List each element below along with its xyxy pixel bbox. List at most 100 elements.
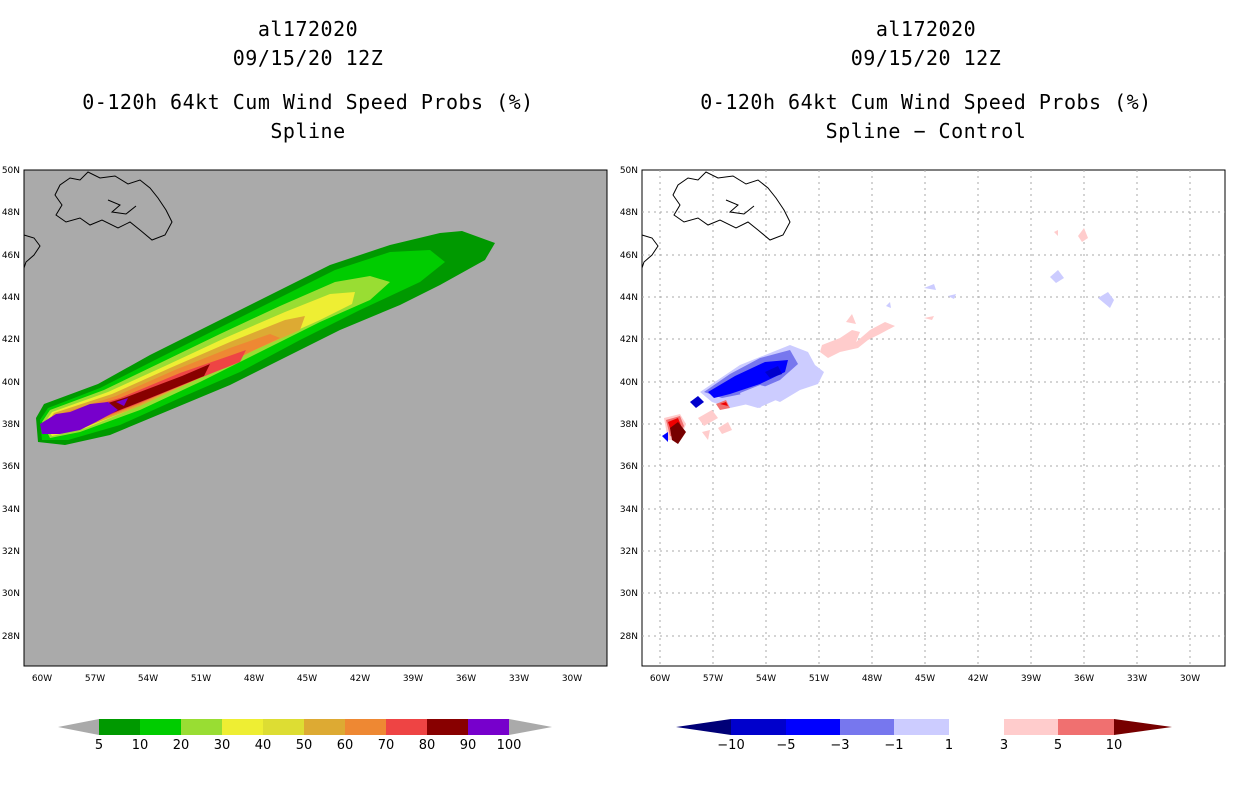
right-colorbar-label: −10 bbox=[717, 738, 744, 753]
left-colorbar-label: 50 bbox=[296, 738, 313, 753]
left-lon-label: 51W bbox=[191, 674, 211, 684]
right-colorbar-label: −5 bbox=[776, 738, 795, 753]
right-difference-field bbox=[662, 228, 1114, 444]
left-colorbar-label: 100 bbox=[497, 738, 522, 753]
right-colorbar-box bbox=[1058, 719, 1114, 735]
right-lat-label: 40N bbox=[620, 378, 638, 388]
left-colorbar: 5 10 20 30 40 50 60 70 80 90 100 bbox=[58, 719, 552, 753]
right-colorbar-start-triangle bbox=[676, 719, 731, 735]
right-lat-label: 36N bbox=[620, 462, 638, 472]
right-lon-label: 42W bbox=[968, 674, 988, 684]
left-colorbar-box bbox=[181, 719, 222, 735]
right-lat-label: 44N bbox=[620, 293, 638, 303]
left-lat-label: 28N bbox=[2, 632, 20, 642]
left-lon-label: 60W bbox=[32, 674, 52, 684]
right-subtitle: Spline − Control bbox=[825, 119, 1027, 143]
right-map-frame bbox=[641, 169, 1226, 667]
left-datetime: 09/15/20 12Z bbox=[232, 46, 384, 70]
right-colorbar-box bbox=[786, 719, 840, 735]
right-lon-label: 45W bbox=[915, 674, 935, 684]
left-colorbar-box bbox=[99, 719, 140, 735]
left-colorbar-box bbox=[263, 719, 304, 735]
left-lon-label: 36W bbox=[456, 674, 476, 684]
right-lon-label: 30W bbox=[1180, 674, 1200, 684]
left-lon-label: 48W bbox=[244, 674, 264, 684]
left-colorbar-end-triangle bbox=[509, 719, 552, 735]
right-colorbar-box bbox=[894, 719, 949, 735]
right-colorbar-label: 3 bbox=[1000, 738, 1008, 753]
left-lat-label: 50N bbox=[2, 166, 20, 176]
left-lon-label: 33W bbox=[509, 674, 529, 684]
right-lon-label: 33W bbox=[1127, 674, 1147, 684]
left-subtitle: Spline bbox=[270, 119, 346, 143]
left-coastlines bbox=[23, 171, 173, 269]
left-colorbar-label: 90 bbox=[460, 738, 477, 753]
right-colorbar: −10 −5 −3 −1 1 3 5 10 bbox=[676, 719, 1172, 753]
left-lat-label: 42N bbox=[2, 335, 20, 345]
left-colorbar-label: 70 bbox=[378, 738, 395, 753]
right-colorbar-end-triangle bbox=[1114, 719, 1172, 735]
left-lon-label: 45W bbox=[297, 674, 317, 684]
right-storm-id: al172020 bbox=[875, 17, 977, 41]
left-lat-label: 40N bbox=[2, 378, 20, 388]
left-lat-label: 38N bbox=[2, 420, 20, 430]
right-datetime: 09/15/20 12Z bbox=[850, 46, 1002, 70]
right-colorbar-label: 10 bbox=[1106, 738, 1123, 753]
right-colorbar-box bbox=[840, 719, 894, 735]
right-lat-label: 46N bbox=[620, 251, 638, 261]
right-lat-label: 42N bbox=[620, 335, 638, 345]
left-lat-label: 30N bbox=[2, 589, 20, 599]
left-colorbar-box bbox=[468, 719, 509, 735]
right-lon-label: 54W bbox=[756, 674, 776, 684]
right-lon-label: 39W bbox=[1021, 674, 1041, 684]
left-lat-label: 48N bbox=[2, 208, 20, 218]
left-colorbar-box bbox=[304, 719, 345, 735]
right-product-title: 0-120h 64kt Cum Wind Speed Probs (%) bbox=[700, 90, 1152, 114]
left-map: 50N 48N 46N 44N 42N 40N 38N 36N 34N 32N … bbox=[2, 166, 608, 684]
left-lat-label: 44N bbox=[2, 293, 20, 303]
right-lat-label: 34N bbox=[620, 505, 638, 515]
left-lon-label: 54W bbox=[138, 674, 158, 684]
right-lon-label: 36W bbox=[1074, 674, 1094, 684]
left-product-title: 0-120h 64kt Cum Wind Speed Probs (%) bbox=[82, 90, 534, 114]
left-colorbar-box bbox=[222, 719, 263, 735]
left-lon-label: 39W bbox=[403, 674, 423, 684]
right-colorbar-label: −1 bbox=[884, 738, 903, 753]
left-colorbar-box bbox=[140, 719, 181, 735]
right-lon-label: 51W bbox=[809, 674, 829, 684]
right-lat-label: 50N bbox=[620, 166, 638, 176]
left-colorbar-box bbox=[386, 719, 427, 735]
left-colorbar-label: 20 bbox=[173, 738, 190, 753]
left-colorbar-box bbox=[345, 719, 386, 735]
left-colorbar-label: 5 bbox=[95, 738, 103, 753]
right-colorbar-label: −3 bbox=[830, 738, 849, 753]
right-lon-label: 60W bbox=[650, 674, 670, 684]
left-colorbar-label: 80 bbox=[419, 738, 436, 753]
right-colorbar-box bbox=[949, 719, 1004, 735]
left-lat-label: 36N bbox=[2, 462, 20, 472]
right-lat-label: 38N bbox=[620, 420, 638, 430]
left-storm-id: al172020 bbox=[257, 17, 359, 41]
right-lat-label: 48N bbox=[620, 208, 638, 218]
right-lon-label: 48W bbox=[862, 674, 882, 684]
left-lat-label: 34N bbox=[2, 505, 20, 515]
left-lon-label: 42W bbox=[350, 674, 370, 684]
right-map: 50N 48N 46N 44N 42N 40N 38N 36N 34N 32N … bbox=[620, 166, 1226, 684]
right-colorbar-box bbox=[1004, 719, 1058, 735]
right-colorbar-label: 5 bbox=[1054, 738, 1062, 753]
left-lon-label: 57W bbox=[85, 674, 105, 684]
left-lon-label: 30W bbox=[562, 674, 582, 684]
right-lat-label: 28N bbox=[620, 632, 638, 642]
right-lon-label: 57W bbox=[703, 674, 723, 684]
right-lat-label: 30N bbox=[620, 589, 638, 599]
left-colorbar-label: 10 bbox=[132, 738, 149, 753]
left-colorbar-label: 60 bbox=[337, 738, 354, 753]
right-colorbar-box bbox=[731, 719, 786, 735]
left-probability-swath bbox=[36, 231, 495, 445]
right-grid bbox=[642, 170, 1225, 666]
right-colorbar-label: 1 bbox=[945, 738, 953, 753]
left-colorbar-label: 30 bbox=[214, 738, 231, 753]
right-lat-label: 32N bbox=[620, 547, 638, 557]
left-lat-label: 46N bbox=[2, 251, 20, 261]
